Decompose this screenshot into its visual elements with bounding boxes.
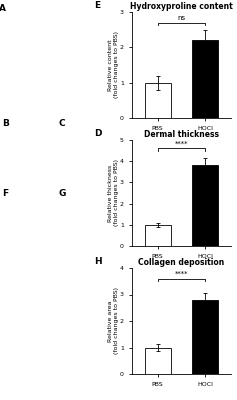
Bar — [192, 40, 218, 118]
Y-axis label: Relative area
(fold changes to PBS): Relative area (fold changes to PBS) — [108, 288, 118, 354]
Bar — [145, 83, 171, 118]
Title: Dermal thickness: Dermal thickness — [144, 130, 219, 139]
Title: Collagen deposition: Collagen deposition — [138, 258, 224, 267]
Text: G: G — [58, 189, 66, 198]
Bar — [192, 300, 218, 374]
Title: Hydroxyproline content: Hydroxyproline content — [130, 2, 233, 11]
Text: I: I — [2, 267, 6, 276]
Y-axis label: Relative thickness
(fold changes to PBS): Relative thickness (fold changes to PBS) — [108, 160, 118, 226]
Y-axis label: Relative content
(fold changes to PBS): Relative content (fold changes to PBS) — [108, 32, 118, 98]
Text: D: D — [94, 129, 101, 138]
Text: B: B — [2, 119, 9, 128]
Text: ****: **** — [175, 141, 188, 147]
Text: C: C — [58, 119, 65, 128]
Bar — [192, 166, 218, 246]
Text: E: E — [94, 1, 100, 10]
Text: H: H — [94, 258, 101, 266]
Text: F: F — [2, 189, 8, 198]
Text: ****: **** — [175, 271, 188, 277]
Text: ns: ns — [177, 15, 185, 21]
Bar — [145, 348, 171, 374]
Text: A: A — [0, 4, 6, 12]
Bar — [145, 225, 171, 246]
